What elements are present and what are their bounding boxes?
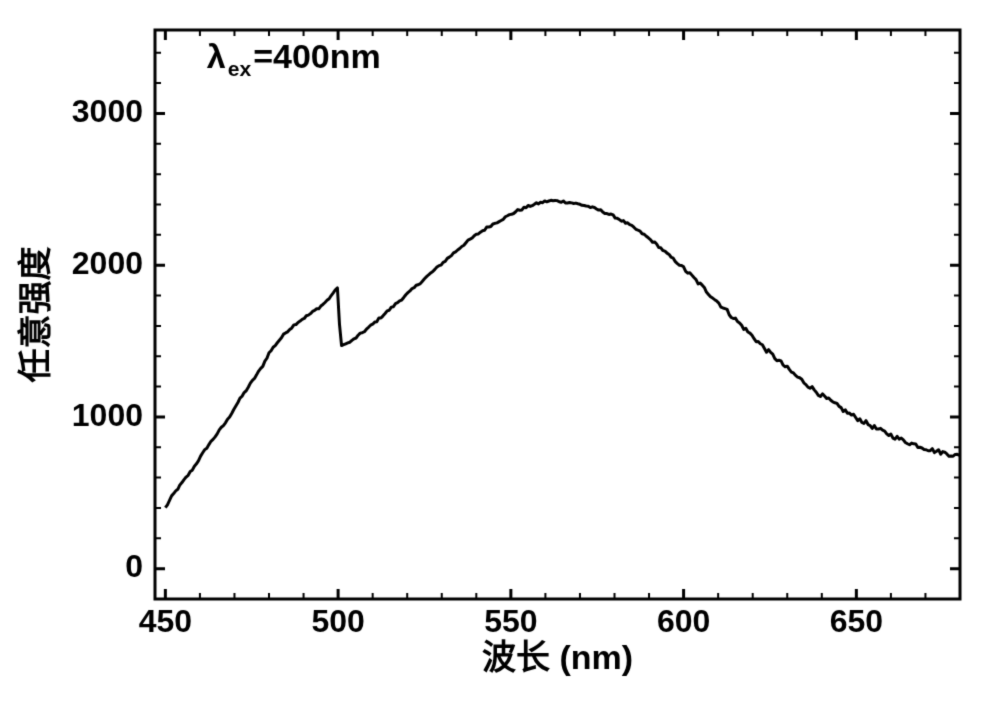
spectrum-line-chart — [0, 0, 1000, 714]
